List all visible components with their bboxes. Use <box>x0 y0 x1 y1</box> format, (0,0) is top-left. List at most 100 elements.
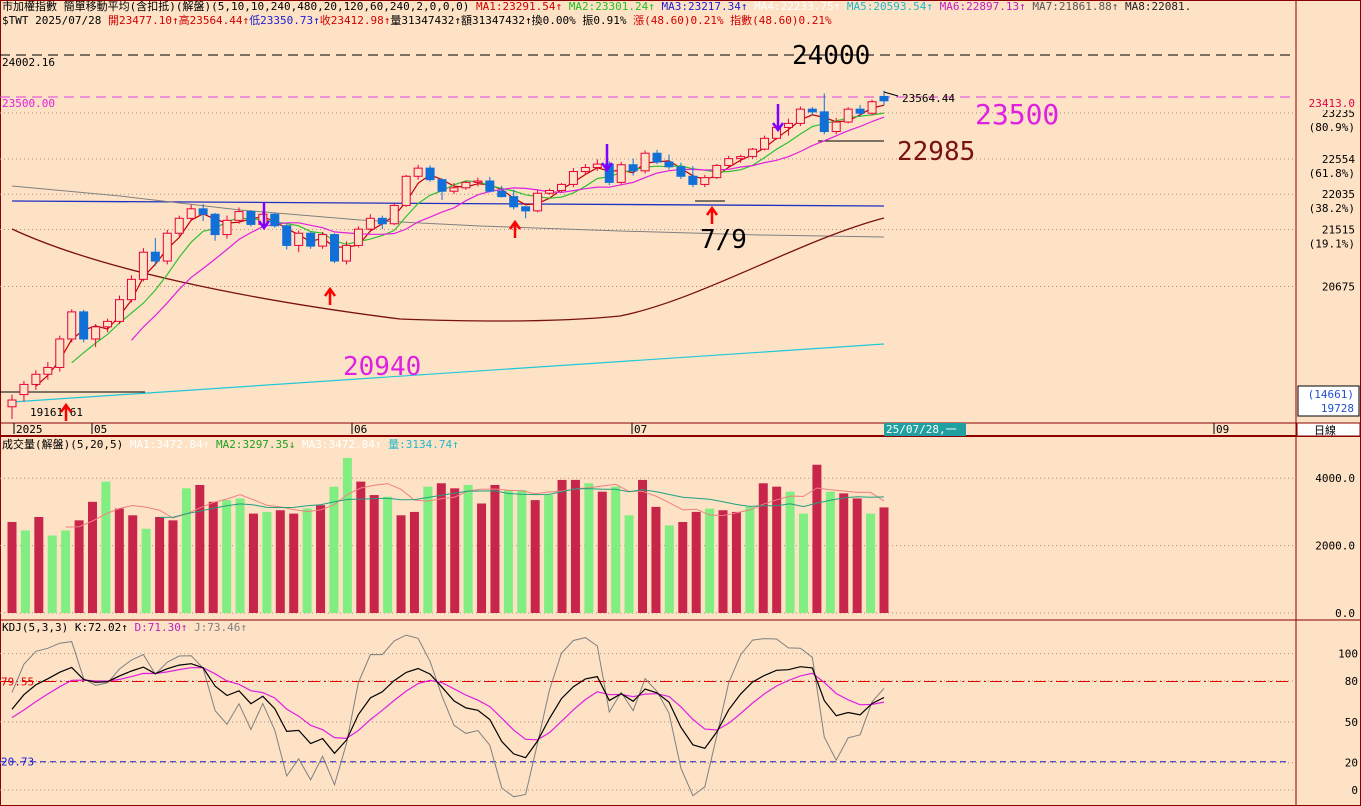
volume-bar <box>772 486 782 613</box>
candle-body <box>43 366 53 375</box>
candle-body <box>819 111 829 133</box>
date-label: 07 <box>634 423 647 436</box>
kdj-k-line <box>11 663 885 759</box>
candle-body <box>485 180 495 192</box>
candle-body <box>497 190 507 198</box>
kdj-tick-label: 80 <box>1345 675 1358 688</box>
period-button <box>1296 422 1361 437</box>
arrow-up-icon <box>705 205 719 224</box>
kdj-legend: KDJ(5,3,3) K:72.02↑ D:71.30↑ J:73.46↑ <box>2 621 247 635</box>
volume-bar <box>396 515 406 613</box>
arrow-down-icon <box>771 104 785 133</box>
volume-legend: 成交量(解盤)(5,20,5) MA1:3472.84↑ MA2:3297.35… <box>2 438 459 452</box>
volume-bar <box>799 513 809 613</box>
label-19161: 19161.61 <box>30 406 83 419</box>
candle-body <box>341 244 351 262</box>
annotation-22985: 22985 <box>897 137 975 167</box>
volume-bar <box>248 513 258 613</box>
volume-bar <box>168 520 178 613</box>
date-label: 05 <box>94 423 107 436</box>
annotation-7-9: 7/9 <box>700 225 747 255</box>
volume-bar <box>544 495 554 613</box>
candle-body <box>282 225 292 246</box>
candle-body <box>19 383 29 396</box>
arrow-up-icon <box>323 286 337 305</box>
candle-body <box>186 208 196 219</box>
volume-bar <box>329 486 339 613</box>
volume-bar <box>369 495 379 613</box>
ma-legend-item-7: MA7:21861.88↑ <box>1032 0 1126 13</box>
support-line-blue <box>11 200 885 207</box>
ma-gray-line <box>11 185 885 238</box>
volume-bar <box>557 479 567 613</box>
candle-body <box>545 190 555 194</box>
candle-body <box>162 232 172 262</box>
volume-bar <box>866 513 876 613</box>
candle-body <box>640 152 650 172</box>
candle-body <box>748 148 758 158</box>
candle-body <box>174 217 184 234</box>
volume-bar <box>785 491 795 613</box>
candle-body <box>377 217 387 225</box>
volume-bar <box>436 483 446 613</box>
candle-body <box>222 219 232 236</box>
kdj-lower-label: 20.73 <box>1 756 34 769</box>
candle-body <box>103 320 113 328</box>
value-box <box>1297 385 1360 417</box>
candle-body <box>79 311 89 340</box>
candle-body <box>401 175 411 206</box>
candle-body <box>198 208 208 215</box>
candle-body <box>389 204 399 225</box>
arrow-up-icon <box>508 219 522 238</box>
value-box-bottom: 19728 <box>1321 402 1354 415</box>
cursor-date-bg <box>884 423 966 436</box>
volume-bar <box>477 503 487 613</box>
arrow-down-icon <box>600 144 614 173</box>
volume-bar <box>20 530 30 613</box>
volume-tick-label: 0.0 <box>1335 607 1355 620</box>
volume-bar <box>718 510 728 613</box>
kdj-tick-label: 100 <box>1338 648 1358 661</box>
volume-tick-label: 4000.0 <box>1315 472 1355 485</box>
candle-body <box>688 175 698 185</box>
candle-body <box>31 373 41 385</box>
value-box-top: (14661) <box>1308 388 1354 401</box>
volume-bar <box>208 501 218 613</box>
ma-legend-item-0: 市加權指數 簡單移動平均(含扣抵)(解盤)(5,10,10,240,480,20… <box>2 0 477 13</box>
candle-body <box>676 166 686 177</box>
candle-body <box>831 121 841 133</box>
candle-body <box>55 338 65 368</box>
volume-bar <box>34 516 44 613</box>
volume-bar <box>181 488 191 613</box>
volume-bar <box>584 483 594 613</box>
volume-bar <box>651 506 661 613</box>
volume-legend-item-1: MA1:3472.84↑ <box>129 438 216 451</box>
volume-bar <box>624 515 634 613</box>
candle-body <box>234 211 244 221</box>
fib-pct-label: (19.1%) <box>1309 238 1355 251</box>
volume-bar <box>758 483 768 613</box>
volume-bar <box>74 520 84 613</box>
kdj-tick-label: 0 <box>1351 784 1358 797</box>
candle-body <box>210 213 220 236</box>
volume-bar <box>490 484 500 613</box>
volume-bar <box>423 486 433 613</box>
volume-bar <box>517 490 527 613</box>
candle-body <box>270 213 280 227</box>
cursor-date-label: 25/07/28,一 <box>886 423 957 436</box>
volume-bar <box>289 513 299 613</box>
ma-darkred-line <box>11 217 885 322</box>
kdj-j-line <box>11 634 885 798</box>
candle-body <box>592 163 602 168</box>
candle-body <box>616 164 626 183</box>
volume-bar <box>155 516 165 613</box>
candle-body <box>855 108 865 114</box>
volume-ma1-line <box>65 483 885 528</box>
volume-bar <box>463 484 473 613</box>
current-price-bg <box>1300 96 1360 110</box>
volume-bar <box>7 522 17 613</box>
kdj-d-line <box>11 667 885 741</box>
candle-body <box>449 187 459 192</box>
volume-bar <box>570 479 580 613</box>
